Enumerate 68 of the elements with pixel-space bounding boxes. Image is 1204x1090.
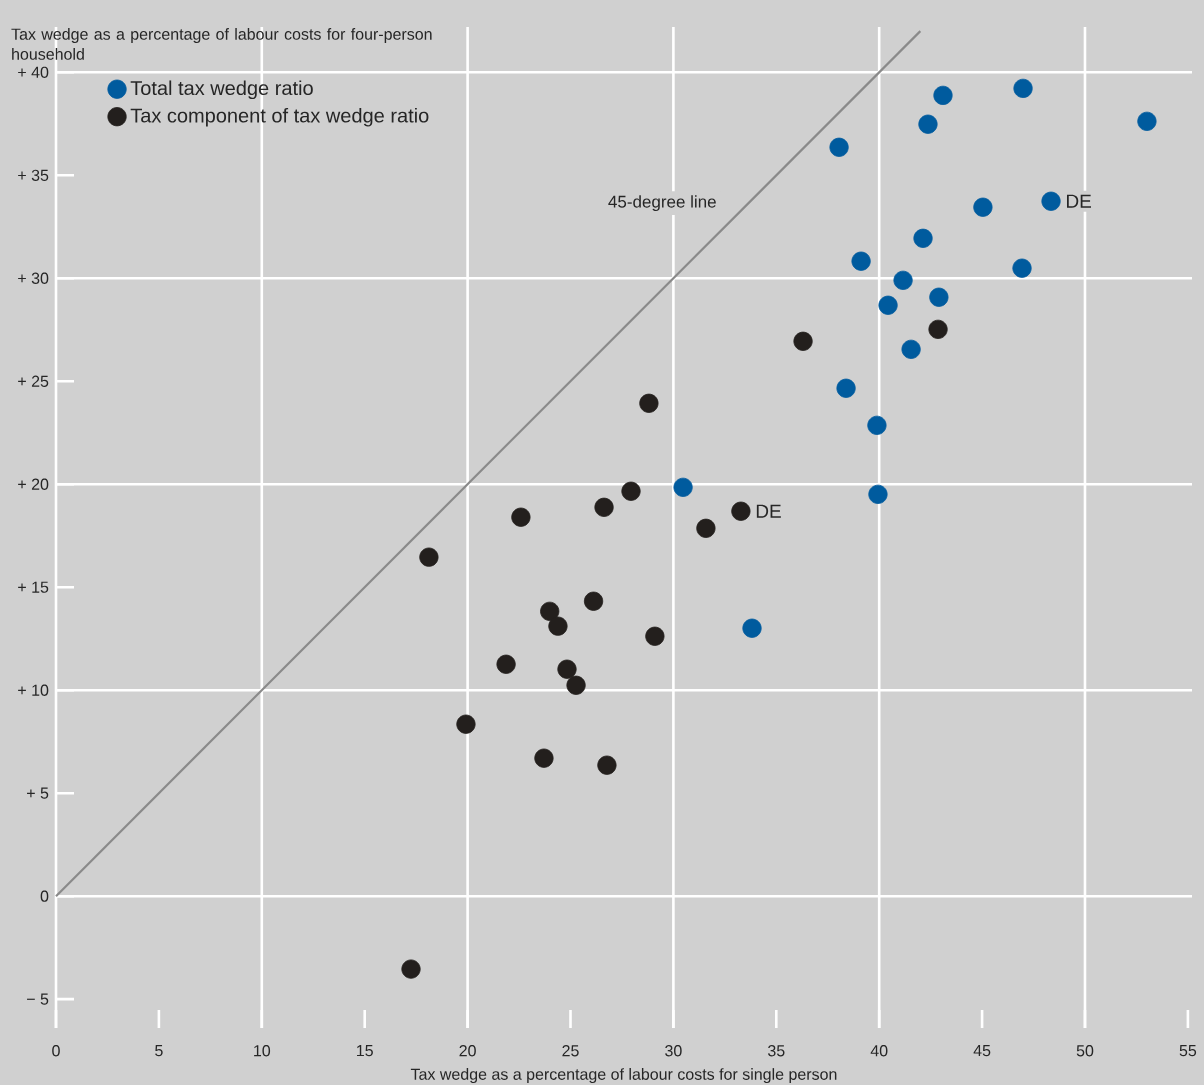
x-tick-label: 5	[155, 1045, 163, 1057]
legend-label: Total tax wedge ratio	[130, 80, 313, 100]
point	[742, 618, 762, 638]
point	[557, 659, 577, 679]
y-axis-title: Tax wedge as a percentage of labour costs for four-person household	[11, 28, 432, 60]
annotation: DE	[756, 504, 781, 518]
point	[696, 518, 716, 539]
point	[929, 287, 949, 307]
annotation: 45-degree line	[608, 195, 716, 212]
point	[893, 270, 913, 291]
point	[913, 228, 933, 249]
point	[456, 714, 476, 734]
point	[548, 616, 568, 636]
point	[973, 197, 993, 217]
y-tick-label: + 5	[27, 787, 49, 799]
y-tick-label: + 20	[18, 478, 49, 491]
y-tick-label: + 10	[18, 684, 49, 697]
point	[867, 415, 887, 436]
y-tick-label: + 40	[18, 66, 49, 79]
legend-label: Tax component of tax wedge ratio	[130, 108, 429, 127]
point	[496, 654, 516, 674]
point	[731, 501, 751, 521]
y-tick-label: + 35	[18, 169, 49, 182]
x-tick-label: 55	[1179, 1045, 1197, 1057]
point	[511, 507, 531, 527]
point	[401, 959, 421, 979]
point	[594, 497, 614, 518]
point	[928, 319, 948, 340]
annotation: DE	[1067, 194, 1092, 208]
point	[419, 547, 439, 567]
point	[868, 484, 888, 505]
point	[918, 114, 938, 134]
point	[793, 331, 813, 352]
x-tick-label: 50	[1076, 1045, 1094, 1057]
x-tick-label: 10	[254, 1045, 271, 1057]
point	[534, 748, 554, 768]
point	[673, 477, 693, 498]
point	[878, 295, 898, 315]
y-tick-label: + 15	[18, 581, 49, 593]
x-tick-label: 15	[357, 1045, 373, 1057]
point	[851, 251, 871, 271]
point	[901, 339, 921, 360]
y-tick-label: + 30	[18, 272, 49, 285]
point	[1041, 191, 1061, 211]
point	[597, 755, 617, 775]
point	[583, 591, 604, 611]
y-tick-label: − 5	[27, 993, 49, 1005]
y-tick-label: + 25	[18, 375, 49, 388]
point	[836, 378, 856, 399]
y-tick-label: 0	[40, 890, 49, 902]
x-tick-label: 0	[52, 1045, 60, 1057]
point	[1012, 258, 1032, 278]
x-tick-label: 40	[870, 1045, 888, 1057]
x-tick-label: 45	[973, 1045, 991, 1057]
point	[540, 601, 560, 622]
x-axis-title: Tax wedge as a percentage of labour costs for single person	[410, 1068, 837, 1084]
point	[639, 393, 659, 414]
point	[566, 675, 586, 696]
point	[645, 626, 665, 646]
point	[829, 137, 849, 158]
x-tick-label: 20	[459, 1045, 476, 1057]
x-tick-label: 25	[562, 1045, 579, 1057]
x-tick-label: 30	[665, 1045, 682, 1057]
point	[621, 481, 641, 501]
point	[1013, 78, 1033, 99]
point	[1137, 111, 1157, 132]
x-tick-label: 35	[767, 1045, 785, 1057]
point	[933, 85, 953, 106]
